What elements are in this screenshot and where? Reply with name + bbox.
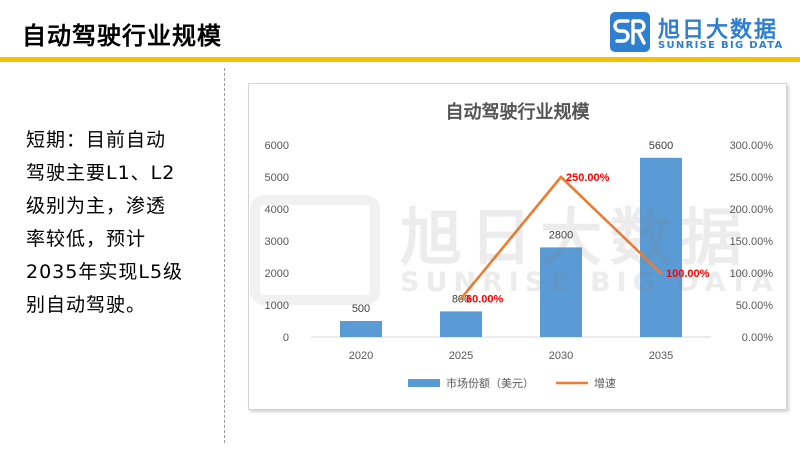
line-data-label: 60.00%	[466, 294, 504, 306]
line-data-label: 250.00%	[566, 172, 610, 184]
y-left-tick-label: 1000	[265, 300, 289, 312]
y-left-tick-label: 6000	[265, 140, 289, 152]
bar-data-label: 5600	[649, 140, 673, 152]
bar-data-label: 2800	[549, 229, 573, 241]
y-right-tick-label: 150.00%	[730, 236, 774, 248]
y-left-tick-label: 2000	[265, 268, 289, 280]
logo-chinese-name: 旭日大数据	[658, 18, 779, 43]
bar-data-label: 500	[352, 303, 370, 315]
x-tick-label: 2025	[449, 350, 473, 362]
y-left-tick-label: 4000	[265, 204, 289, 216]
bar-market-size	[340, 321, 382, 337]
bar-market-size	[540, 247, 582, 337]
y-right-tick-label: 250.00%	[730, 172, 774, 184]
chart-panel: 自动驾驶行业规模 0 1000 2000 3000 4000 5000 6000 0.00% 5…	[248, 83, 787, 410]
bar-market-size	[440, 311, 482, 337]
vertical-divider	[224, 68, 225, 443]
growth-point	[459, 297, 463, 301]
summary-line: 驾驶主要L1、L2	[26, 162, 176, 184]
growth-point	[659, 271, 663, 275]
y-right-tick-label: 300.00%	[730, 140, 774, 152]
legend-label-bar: 市场份额（美元）	[446, 376, 534, 390]
summary-line: 别自动驾驶。	[26, 294, 147, 316]
title-underline	[0, 57, 800, 62]
y-right-tick-label: 100.00%	[730, 268, 774, 280]
line-data-label: 100.00%	[666, 268, 710, 280]
y-right-tick-label: 0.00%	[742, 332, 773, 344]
brand-logo: 旭日大数据 SUNRISE BIG DATA	[610, 12, 790, 54]
growth-point	[559, 175, 563, 179]
y-right-tick-label: 200.00%	[730, 204, 774, 216]
y-left-tick-label: 0	[283, 332, 289, 344]
combo-chart: 0 1000 2000 3000 4000 5000 6000 0.00% 50.00% 100.…	[265, 140, 774, 390]
summary-line: 级别为主，渗透	[26, 195, 167, 217]
y-left-tick-label: 3000	[265, 236, 289, 248]
x-tick-label: 2020	[349, 350, 373, 362]
y-left-tick-label: 5000	[265, 172, 289, 184]
summary-line: 2035年实现L5级	[26, 261, 184, 283]
logo-english-name: SUNRISE BIG DATA	[658, 40, 784, 51]
legend-swatch-bar	[408, 379, 440, 387]
chart-title: 自动驾驶行业规模	[445, 102, 590, 123]
slide-title: 自动驾驶行业规模	[22, 22, 222, 50]
summary-line: 短期：目前自动	[26, 129, 167, 151]
y-right-tick-label: 50.00%	[736, 300, 774, 312]
x-tick-label: 2030	[549, 350, 573, 362]
x-tick-label: 2035	[649, 350, 673, 362]
sr-logo-icon	[610, 12, 650, 52]
bar-market-size	[640, 157, 682, 337]
legend-label-line: 增速	[594, 376, 616, 390]
summary-line: 率较低，预计	[26, 228, 147, 250]
summary-text: 短期：目前自动 驾驶主要L1、L2 级别为主，渗透 率较低，预计 2035年实现…	[26, 124, 204, 322]
